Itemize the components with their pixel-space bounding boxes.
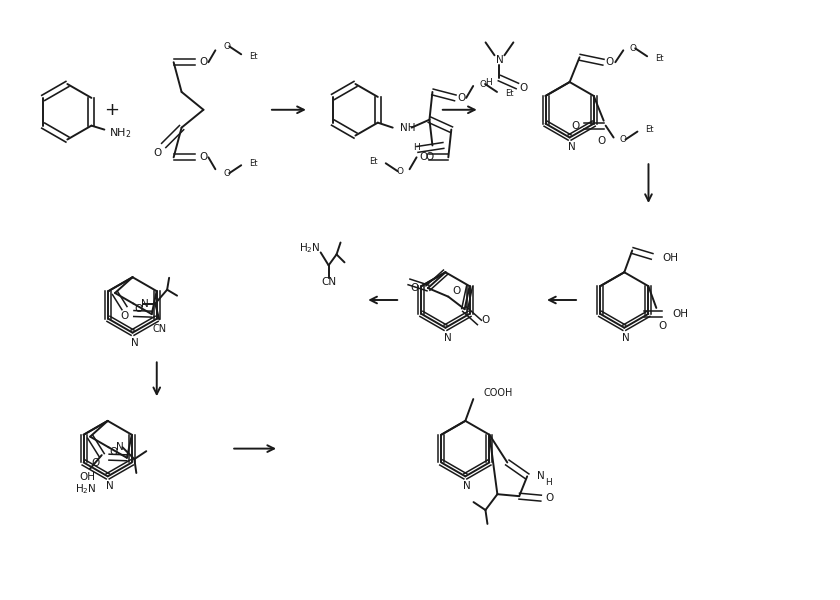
- Text: H$_2$N: H$_2$N: [75, 482, 97, 496]
- Text: N: N: [622, 332, 630, 343]
- Text: O: O: [223, 42, 230, 51]
- Text: O: O: [457, 93, 465, 103]
- Text: O: O: [572, 121, 580, 131]
- Text: OH: OH: [80, 472, 96, 482]
- Text: Et: Et: [249, 159, 258, 168]
- Text: O: O: [545, 493, 554, 503]
- Text: O: O: [154, 148, 162, 158]
- Text: N: N: [141, 299, 149, 308]
- Text: O: O: [396, 167, 404, 176]
- Text: CN: CN: [152, 325, 166, 334]
- Text: COOH: COOH: [483, 388, 512, 398]
- Text: H: H: [545, 478, 552, 487]
- Text: N: N: [496, 55, 503, 65]
- Text: O: O: [629, 44, 636, 53]
- Text: O: O: [519, 83, 528, 93]
- Text: NH$_2$: NH$_2$: [109, 127, 132, 140]
- Text: O: O: [411, 283, 419, 293]
- Text: O: O: [597, 136, 606, 146]
- Text: O: O: [134, 304, 143, 314]
- Text: O: O: [452, 286, 460, 296]
- Text: O: O: [620, 135, 627, 144]
- Text: Et: Et: [645, 125, 654, 134]
- Text: O: O: [659, 321, 666, 331]
- Text: H: H: [413, 143, 420, 152]
- Text: O: O: [481, 316, 490, 325]
- Text: N: N: [464, 481, 471, 491]
- Text: OH: OH: [672, 309, 688, 319]
- Text: N: N: [444, 332, 451, 343]
- Text: Et: Et: [249, 52, 258, 61]
- Text: N: N: [117, 442, 124, 452]
- Text: O: O: [120, 311, 129, 321]
- Text: O: O: [419, 152, 428, 163]
- Text: NH: NH: [400, 122, 415, 133]
- Text: N: N: [537, 472, 545, 481]
- Text: O: O: [92, 458, 100, 468]
- Text: Et: Et: [370, 157, 378, 166]
- Text: Et: Et: [655, 54, 664, 63]
- Text: O: O: [110, 447, 118, 457]
- Text: Et: Et: [505, 89, 513, 98]
- Text: O: O: [606, 57, 613, 67]
- Text: H: H: [485, 77, 491, 86]
- Text: O: O: [199, 57, 207, 67]
- Text: O: O: [425, 152, 433, 163]
- Text: OH: OH: [662, 253, 678, 263]
- Text: O: O: [479, 80, 486, 89]
- Text: N: N: [106, 481, 113, 491]
- Text: N: N: [568, 142, 575, 152]
- Text: CN: CN: [321, 277, 336, 287]
- Text: +: +: [104, 101, 119, 119]
- Text: N: N: [131, 338, 139, 347]
- Text: H$_2$N: H$_2$N: [299, 242, 321, 256]
- Text: O: O: [199, 152, 207, 163]
- Text: O: O: [223, 169, 230, 178]
